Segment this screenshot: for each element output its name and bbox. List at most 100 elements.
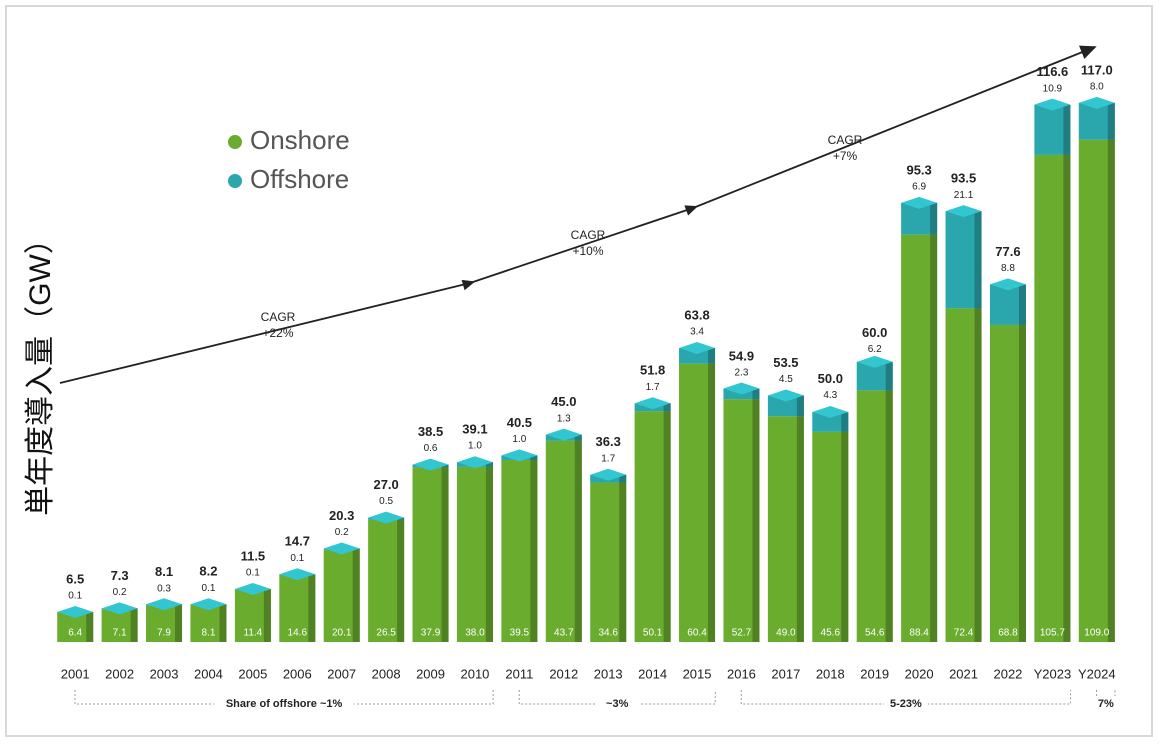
x-tick-label: 2018 <box>816 666 845 681</box>
x-tick-label: 2021 <box>949 666 978 681</box>
bar-side <box>930 202 938 235</box>
bar-top <box>190 598 227 611</box>
total-label: 11.5 <box>241 548 266 563</box>
total-label: 20.3 <box>329 508 354 523</box>
bar-side <box>1018 324 1026 642</box>
bar-side <box>974 308 982 642</box>
bar-side <box>1063 154 1071 642</box>
x-tick-label: 2020 <box>905 666 934 681</box>
offshore-value-label: 6.9 <box>912 181 926 192</box>
x-tick-label: Y2024 <box>1078 666 1116 681</box>
legend-dot <box>228 174 242 188</box>
offshore-value-label: 0.6 <box>424 443 438 454</box>
bar-side <box>86 612 94 642</box>
bar-side <box>619 482 627 642</box>
legend-label: Offshore <box>250 164 349 194</box>
onshore-value-label: 54.6 <box>865 628 885 639</box>
x-tick-label: 2007 <box>327 666 356 681</box>
x-tick-label: 2011 <box>505 666 533 681</box>
offshore-value-label: 0.2 <box>113 587 127 598</box>
total-label: 7.3 <box>111 568 129 583</box>
bar-side <box>308 574 316 642</box>
x-tick-label: Y2023 <box>1034 666 1072 681</box>
onshore-value-label: 34.6 <box>598 628 618 639</box>
total-label: 40.5 <box>507 415 532 430</box>
x-tick-label: 2022 <box>993 666 1022 681</box>
bar-side <box>441 464 449 468</box>
bar-side <box>619 474 627 483</box>
bar-side <box>263 589 271 642</box>
total-label: 117.0 <box>1081 62 1113 77</box>
cagr-label: CAGR <box>828 133 863 147</box>
offshore-value-label: 1.0 <box>468 440 482 451</box>
total-label: 8.1 <box>155 564 173 579</box>
onshore-value-label: 26.5 <box>376 628 396 639</box>
onshore-value-label: 52.7 <box>732 628 752 639</box>
offshore-value-label: 0.2 <box>335 527 349 538</box>
bar-top <box>456 456 493 469</box>
bar-top <box>1034 98 1071 111</box>
bar-top <box>234 583 271 596</box>
onshore-value-label: 20.1 <box>332 628 352 639</box>
bar-top <box>679 341 716 354</box>
bar-top <box>590 468 627 481</box>
total-label: 93.5 <box>951 171 976 186</box>
bar-top <box>856 355 893 368</box>
x-tick-label: 2009 <box>416 666 445 681</box>
total-label: 116.6 <box>1036 64 1068 79</box>
offshore-value-label: 10.9 <box>1043 83 1063 94</box>
onshore-value-label: 11.4 <box>244 628 263 639</box>
x-tick-label: 2008 <box>372 666 401 681</box>
bar-side <box>708 347 716 364</box>
bar-side <box>663 411 671 642</box>
x-tick-label: 2010 <box>460 666 489 681</box>
x-tick-label: 2019 <box>860 666 889 681</box>
bar-segment <box>812 412 849 432</box>
x-tick-label: 2014 <box>638 666 667 681</box>
onshore-value-label: 50.1 <box>643 628 663 639</box>
onshore-value-label: 105.7 <box>1040 628 1065 639</box>
bar-top <box>634 397 671 410</box>
share-label-bg <box>214 696 355 712</box>
bar-top <box>412 458 449 471</box>
bar-side <box>530 455 538 460</box>
bar-top <box>545 428 582 441</box>
bar-top <box>57 606 94 619</box>
cagr-value: +10% <box>572 244 603 258</box>
onshore-value-label: 45.6 <box>821 628 841 639</box>
onshore-value-label: 109.0 <box>1084 628 1109 639</box>
offshore-value-label: 0.1 <box>290 553 304 564</box>
offshore-value-label: 4.3 <box>823 390 837 401</box>
cagr-label: CAGR <box>571 228 606 242</box>
bar-top <box>989 278 1026 291</box>
cagr-value: +22% <box>262 326 293 340</box>
total-label: 45.0 <box>551 394 576 409</box>
onshore-value-label: 49.0 <box>776 628 796 639</box>
legend-dot <box>228 135 242 149</box>
bar-top <box>1078 96 1115 109</box>
onshore-value-label: 6.4 <box>68 628 82 639</box>
offshore-value-label: 21.1 <box>954 190 974 201</box>
offshore-value-label: 6.2 <box>868 344 882 355</box>
total-label: 60.0 <box>862 325 887 340</box>
onshore-value-label: 14.6 <box>288 628 308 639</box>
bar-side <box>930 234 938 642</box>
bar-side <box>752 399 760 642</box>
bar-top <box>146 598 183 611</box>
bar-side <box>130 609 138 642</box>
bar-side <box>885 390 893 642</box>
bar-top <box>501 449 538 462</box>
legend-label: Onshore <box>250 125 350 155</box>
total-label: 6.5 <box>66 571 84 586</box>
offshore-value-label: 0.5 <box>379 496 393 507</box>
cagr-value: +7% <box>833 149 858 163</box>
x-tick-label: 2017 <box>771 666 800 681</box>
x-tick-label: 2013 <box>594 666 623 681</box>
offshore-value-label: 2.3 <box>735 368 749 379</box>
bar-side <box>574 440 582 642</box>
bar-side <box>530 459 538 642</box>
onshore-value-label: 39.5 <box>510 628 530 639</box>
onshore-value-label: 72.4 <box>954 628 974 639</box>
total-label: 51.8 <box>640 363 665 378</box>
